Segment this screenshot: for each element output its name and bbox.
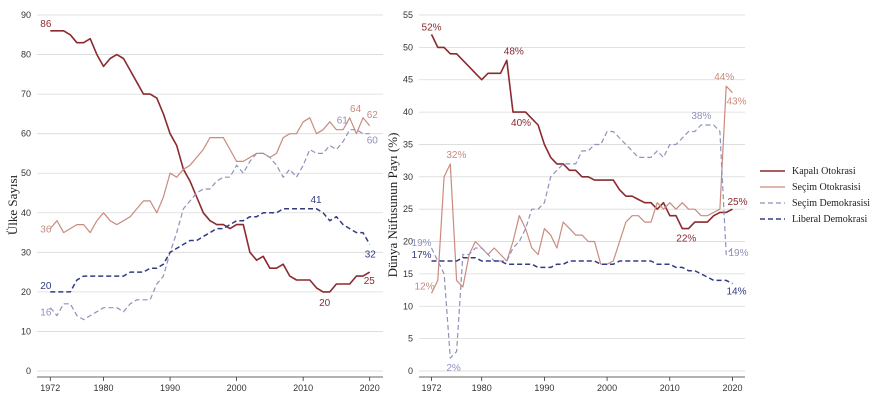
y-tick-label: 50 xyxy=(403,42,413,52)
x-tick-label: 2000 xyxy=(227,383,247,393)
y-tick-label: 55 xyxy=(403,10,413,20)
y-tick-label: 45 xyxy=(403,75,413,85)
data-label: 52% xyxy=(422,22,442,33)
data-label: 86 xyxy=(40,19,52,30)
y-tick-label: 25 xyxy=(403,204,413,214)
y-tick-label: 10 xyxy=(403,301,413,311)
x-tick-label: 2010 xyxy=(293,383,313,393)
y-tick-label: 20 xyxy=(21,287,31,297)
x-tick-label: 1980 xyxy=(94,383,114,393)
y-tick-label: 70 xyxy=(21,89,31,99)
legend-label-kapali: Kapalı Otokrasi xyxy=(792,166,856,177)
x-tick-label: 1990 xyxy=(534,383,554,393)
legend: Kapalı Otokrasi Seçim Otokrasisi Seçim D… xyxy=(760,166,870,225)
data-label: 60 xyxy=(367,136,379,147)
data-label: 32 xyxy=(365,249,377,260)
chart-panel-country-count: 0 10 20 30 40 50 60 70 80 90 1972 1980 1990 2000 2010 2… xyxy=(21,10,383,393)
y-axis-label-country-count: Ülke Sayısı xyxy=(5,174,20,235)
series-line-liberal xyxy=(431,256,733,285)
x-tick-label: 2010 xyxy=(660,383,680,393)
data-label: 48% xyxy=(504,46,524,57)
data-label: 62 xyxy=(367,110,379,121)
x-tick-label: 1972 xyxy=(40,383,60,393)
data-label: 32% xyxy=(446,150,466,161)
series-line-secim-dem xyxy=(49,129,370,321)
data-label: 20 xyxy=(319,298,331,309)
x-tick-label: 1980 xyxy=(472,383,492,393)
y-tick-label: 35 xyxy=(403,139,413,149)
data-label: 25% xyxy=(727,197,747,208)
y-axis-label-population-share: Dünya Nüfusunun Payı (%) xyxy=(385,133,400,278)
x-tick-label: 2020 xyxy=(722,383,742,393)
y-tick-label: 30 xyxy=(21,247,31,257)
y-tick-label: 0 xyxy=(26,366,31,376)
y-tick-label: 15 xyxy=(403,269,413,279)
y-tick-label: 50 xyxy=(21,168,31,178)
x-tick-label: 1972 xyxy=(422,383,442,393)
data-label: 38% xyxy=(691,111,711,122)
y-tick-label: 80 xyxy=(21,50,31,60)
data-label: 14% xyxy=(726,286,746,297)
y-tick-label: 0 xyxy=(408,366,413,376)
data-label: 16 xyxy=(40,308,52,319)
data-label: 40% xyxy=(511,118,531,129)
legend-label-secim-dem: Seçim Demokrasisi xyxy=(792,198,870,209)
chart-panel-population-share: 0 5 10 15 20 25 30 35 40 45 50 55 1972 1980 1990 2000 20… xyxy=(403,10,749,393)
series-line-kapali xyxy=(430,34,733,230)
y-tick-label: 90 xyxy=(21,10,31,20)
data-label: 41 xyxy=(310,195,322,206)
y-tick-label: 10 xyxy=(21,326,31,336)
series-line-secim-oto xyxy=(49,117,371,234)
series-line-secim-dem xyxy=(430,124,733,359)
x-tick-label: 2000 xyxy=(597,383,617,393)
data-label: 25 xyxy=(364,276,376,287)
data-label: 19% xyxy=(412,238,432,249)
y-tick-label: 30 xyxy=(403,172,413,182)
series-line-kapali xyxy=(50,29,371,293)
legend-label-liberal: Liberal Demokrasi xyxy=(792,214,867,225)
data-label: 61 xyxy=(337,116,349,127)
data-label: 12% xyxy=(415,281,435,292)
y-tick-label: 20 xyxy=(403,237,413,247)
x-tick-label: 1990 xyxy=(160,383,180,393)
y-tick-label: 40 xyxy=(21,208,31,218)
y-tick-label: 60 xyxy=(21,129,31,139)
y-tick-label: 40 xyxy=(403,107,413,117)
x-tick-label: 2020 xyxy=(360,383,380,393)
data-label: 22% xyxy=(676,234,696,245)
data-label: 43% xyxy=(726,97,746,108)
data-label: 17% xyxy=(412,250,432,261)
data-label: 2% xyxy=(446,363,461,374)
y-tick-label: 5 xyxy=(408,334,413,344)
data-label: 36 xyxy=(40,225,52,236)
data-label: 64 xyxy=(350,104,362,115)
data-label: 19% xyxy=(728,248,748,259)
data-label: 44% xyxy=(714,72,734,83)
series-line-secim-oto xyxy=(430,85,733,294)
legend-label-secim-oto: Seçim Otokrasisi xyxy=(792,182,861,193)
series-line-liberal xyxy=(50,208,371,293)
data-label: 20 xyxy=(40,281,52,292)
